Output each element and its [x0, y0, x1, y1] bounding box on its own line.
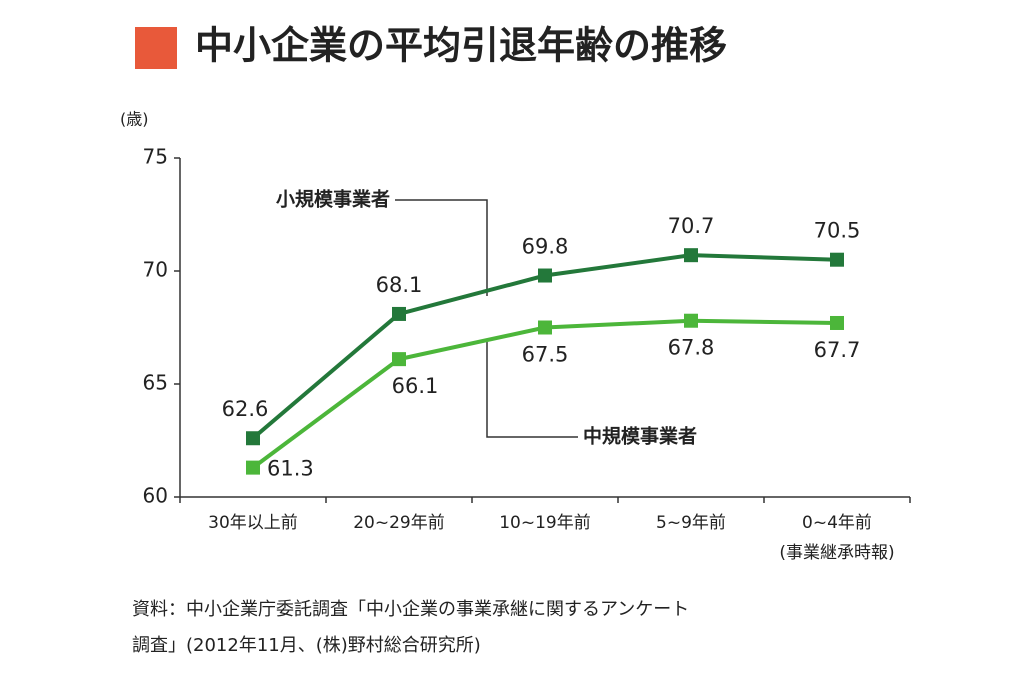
x-tick-label: 0~4年前 [802, 513, 872, 533]
point-marker [246, 431, 260, 446]
y-unit: (歳) [120, 110, 149, 129]
x-tick-label: 5~9年前 [656, 513, 726, 533]
chart-title: 中小企業の平均引退年齢の推移 [195, 24, 727, 68]
source-line: 資料：中小企業庁委託調査「中小企業の事業承継に関するアンケート [132, 599, 689, 620]
series-label: 中規模事業者 [583, 425, 697, 448]
x-tick-label: 30年以上前 [208, 513, 298, 533]
y-tick-label: 75 [143, 145, 168, 169]
point-marker [830, 252, 844, 267]
source-line: 調査」(2012年11月、(株)野村総合研究所) [132, 635, 481, 656]
point-marker [392, 352, 406, 367]
x-note: (事業継承時報) [779, 543, 894, 563]
x-tick-label: 20~29年前 [353, 513, 445, 533]
leader-line [486, 342, 578, 438]
y-tick-label: 65 [143, 371, 168, 395]
data-label: 67.7 [814, 338, 861, 362]
point-marker [684, 313, 698, 328]
data-label: 70.5 [814, 219, 861, 243]
data-label: 66.1 [392, 374, 439, 398]
y-tick-label: 60 [143, 484, 168, 508]
data-label: 62.6 [222, 397, 269, 421]
data-label: 67.5 [522, 343, 569, 367]
x-tick-label: 10~19年前 [499, 513, 591, 533]
data-label: 70.7 [668, 214, 715, 238]
point-marker [684, 248, 698, 263]
data-label: 69.8 [522, 235, 569, 259]
data-label: 61.3 [267, 457, 314, 481]
y-tick-label: 70 [143, 258, 168, 282]
point-marker [392, 306, 406, 321]
point-marker [538, 320, 552, 335]
leader-line [395, 199, 488, 296]
series-label: 小規模事業者 [276, 188, 390, 211]
title-icon [135, 27, 177, 69]
data-label: 68.1 [376, 273, 423, 297]
point-marker [830, 315, 844, 330]
data-label: 67.8 [668, 336, 715, 360]
point-marker [246, 460, 260, 475]
point-marker [538, 268, 552, 283]
